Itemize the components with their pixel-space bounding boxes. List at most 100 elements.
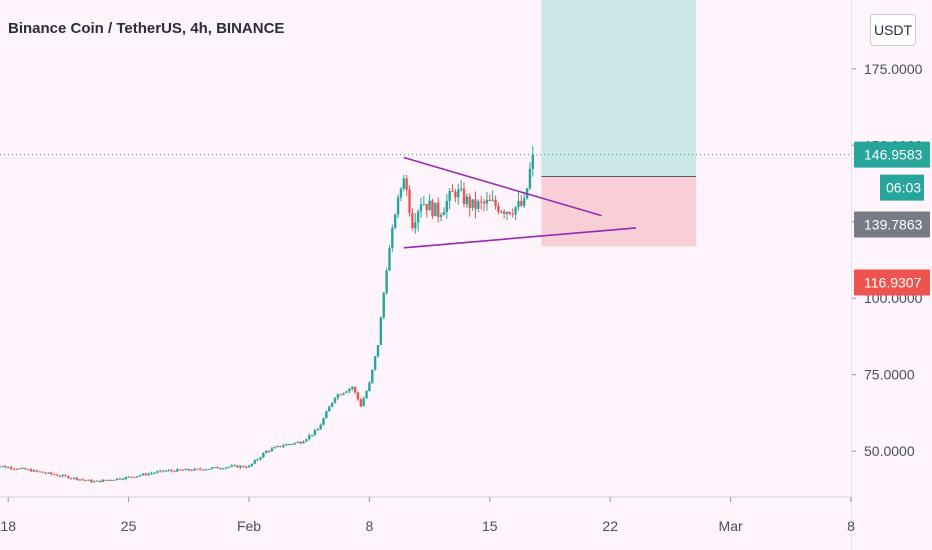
candle-body	[379, 317, 383, 346]
candle-body	[411, 212, 414, 229]
plot-area	[0, 0, 852, 497]
candle-body	[302, 441, 305, 444]
candle-body	[428, 200, 431, 211]
candle-body	[101, 479, 104, 482]
candle-body	[414, 222, 417, 229]
candle-body	[72, 477, 76, 479]
candle-body	[388, 248, 391, 271]
candle-body	[133, 476, 136, 478]
candle-body	[236, 465, 239, 468]
candle-body	[98, 480, 102, 482]
candle-body	[141, 473, 145, 476]
candle-body	[121, 479, 125, 481]
candle-body	[480, 201, 483, 203]
triangle-upper-line[interactable]	[403, 156, 602, 217]
time-tick-label: 18	[0, 518, 16, 534]
time-tick-label: 15	[482, 518, 498, 534]
candle-body	[442, 211, 446, 216]
candle-body	[285, 444, 288, 446]
candle-body	[373, 356, 377, 370]
countdown-tag-text: 06:03	[886, 180, 921, 196]
time-tick-label: Feb	[237, 518, 261, 534]
entry-price-tag-text: 139.7863	[864, 217, 923, 233]
candle-body	[299, 442, 302, 444]
candle-body	[201, 469, 205, 471]
candle-body	[44, 472, 47, 474]
candle-body	[333, 397, 337, 403]
candle-body	[259, 457, 262, 460]
candle-body	[156, 471, 159, 473]
candle-body	[402, 178, 405, 189]
candle-body	[376, 345, 380, 357]
candle-body	[290, 444, 294, 446]
candle-body	[158, 470, 162, 472]
candle-body	[351, 387, 354, 389]
candle-body	[164, 470, 168, 472]
candle-body	[502, 211, 506, 214]
candle-body	[385, 270, 388, 294]
candle-body	[494, 199, 497, 206]
time-axis[interactable]: 18 25 Feb 8 15 22 Mar 8	[0, 497, 855, 534]
candle-body	[462, 188, 466, 205]
candle-body	[488, 199, 491, 201]
candle-body	[448, 191, 451, 201]
candle-body	[67, 476, 70, 479]
candle-body	[95, 480, 99, 482]
candle-body	[199, 468, 202, 470]
triangle-pattern[interactable]	[403, 156, 637, 249]
candle-body	[224, 467, 228, 469]
candle-body	[316, 429, 319, 431]
candle-body	[356, 392, 360, 400]
price-tick-label: 50.0000	[864, 443, 915, 459]
candle-body	[230, 465, 233, 467]
candle-body	[9, 467, 13, 469]
candle-body	[70, 478, 73, 480]
candle-body	[505, 212, 509, 214]
candle-body	[150, 473, 153, 475]
candle-body	[371, 369, 374, 383]
candle-body	[29, 469, 33, 472]
time-tick-label: Mar	[719, 518, 743, 534]
candle-body	[250, 463, 254, 466]
candle-body	[296, 442, 299, 444]
candle-body	[419, 204, 423, 212]
candle-body	[434, 202, 437, 217]
candle-body	[345, 391, 348, 393]
candle-body	[308, 435, 311, 440]
candle-body	[81, 479, 84, 481]
candle-body	[431, 200, 434, 217]
candle-body	[313, 430, 317, 435]
triangle-lower-line[interactable]	[403, 227, 637, 249]
currency-button[interactable]: USDT	[870, 14, 916, 46]
candle-body	[262, 453, 265, 458]
candle-body	[319, 424, 322, 430]
candle-body	[190, 470, 193, 472]
candle-body	[336, 394, 340, 398]
candle-body	[118, 478, 122, 480]
candle-body	[7, 467, 10, 469]
candle-body	[233, 465, 236, 467]
candle-body	[58, 475, 61, 477]
candle-body	[4, 466, 7, 468]
candle-body	[310, 434, 314, 436]
candle-body	[353, 387, 357, 393]
candle-body	[227, 466, 231, 468]
candle-body	[497, 205, 500, 213]
candle-body	[184, 468, 188, 471]
candle-body	[35, 470, 39, 472]
candle-body	[179, 469, 182, 471]
candle-body	[322, 418, 325, 425]
candle-body	[15, 468, 18, 470]
time-tick-label: 8	[366, 518, 374, 534]
stop-zone[interactable]	[541, 176, 697, 247]
candle-body	[459, 188, 463, 190]
long-position-zones[interactable]	[541, 0, 697, 247]
candle-body	[0, 466, 1, 468]
candle-body	[422, 204, 426, 206]
candle-body	[52, 474, 56, 476]
candle-body	[279, 446, 282, 448]
candle-body	[38, 471, 41, 473]
target-zone[interactable]	[541, 0, 697, 177]
candle-body	[210, 467, 213, 469]
